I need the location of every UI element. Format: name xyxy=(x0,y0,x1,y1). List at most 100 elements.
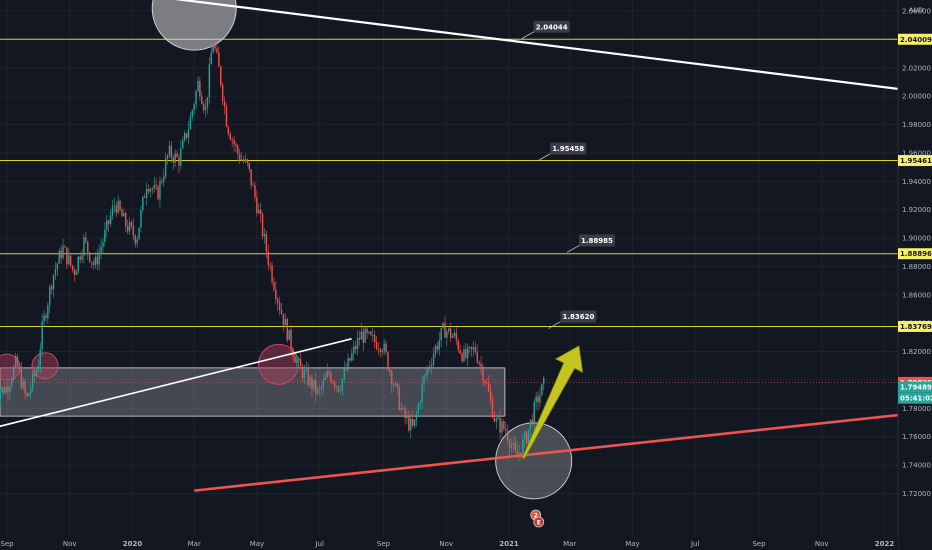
candlestick-series xyxy=(0,39,545,462)
candle-body xyxy=(187,129,190,138)
candle-body xyxy=(218,52,220,67)
candle-body xyxy=(501,421,503,433)
candle-body xyxy=(159,181,161,200)
annotation-label: 1.83620 xyxy=(562,313,594,321)
candle-body xyxy=(486,382,488,384)
candle-body xyxy=(41,321,43,350)
price-tick-label: 1.86000 xyxy=(902,291,931,299)
candle-body xyxy=(69,255,72,266)
candle-body xyxy=(478,362,480,364)
candle-body xyxy=(85,237,87,242)
candle-body xyxy=(267,251,269,265)
candle-body xyxy=(391,371,393,385)
candle-body xyxy=(484,381,486,383)
candle-body xyxy=(518,452,520,456)
candle-body xyxy=(140,209,142,228)
candle-body xyxy=(487,383,490,392)
candle-body xyxy=(539,395,541,403)
candle-body xyxy=(522,439,524,456)
candle-body xyxy=(126,226,129,232)
annotation-box xyxy=(578,234,615,247)
candle-body xyxy=(28,393,30,396)
candle-body xyxy=(429,366,431,368)
candle-body xyxy=(178,156,180,166)
candle-body xyxy=(229,133,231,140)
candle-body xyxy=(258,209,260,214)
price-axis-background[interactable] xyxy=(898,0,932,550)
price-tick-label: 1.90000 xyxy=(902,235,931,243)
price-tick-label: 1.78000 xyxy=(902,405,931,413)
projection-arrow xyxy=(521,345,584,459)
candle-body xyxy=(423,375,425,384)
trend-line-descending-resistance[interactable] xyxy=(0,0,917,93)
candle-body xyxy=(449,328,452,338)
candle-body xyxy=(455,332,458,341)
candle-body xyxy=(170,145,173,158)
price-tick-label: 1.94000 xyxy=(902,178,931,186)
candle-body xyxy=(62,246,64,258)
price-tick-label: 2.06000 xyxy=(902,8,931,16)
event-badge-icon[interactable] xyxy=(533,516,545,528)
price-tick-label: 2.02000 xyxy=(902,64,931,72)
highlight-circles xyxy=(0,0,573,500)
candle-body xyxy=(176,153,178,157)
candle-body xyxy=(503,421,505,429)
candle-body xyxy=(277,299,279,303)
candle-body xyxy=(87,241,89,253)
candle-body xyxy=(524,432,526,440)
candle-body xyxy=(465,349,467,359)
price-tick-label: 2.00000 xyxy=(902,93,931,101)
time-tick-label: Jul xyxy=(690,540,700,548)
candle-body xyxy=(516,450,518,456)
price-tick-label: 1.88000 xyxy=(902,263,931,271)
candle-body xyxy=(201,96,203,104)
candle-body xyxy=(377,349,380,350)
candle-body xyxy=(14,356,17,367)
time-axis-background[interactable] xyxy=(0,537,898,550)
candle-body xyxy=(372,334,374,336)
candle-body xyxy=(115,205,117,213)
candle-body xyxy=(305,369,307,370)
candle-body xyxy=(132,225,135,236)
annotation-label: 1.95458 xyxy=(552,145,584,153)
candle-body xyxy=(153,184,155,189)
candle-body xyxy=(208,64,211,98)
candle-body xyxy=(60,250,62,258)
candle-body xyxy=(193,104,195,111)
candle-body xyxy=(368,331,370,334)
time-tick-label: Mar xyxy=(563,540,576,548)
candle-body xyxy=(128,222,131,232)
candle-body xyxy=(366,328,368,334)
event-badges[interactable]: 2E xyxy=(530,509,545,528)
candle-body xyxy=(73,269,76,275)
candle-body xyxy=(430,364,433,367)
candle-body xyxy=(242,159,245,162)
chart-grid xyxy=(0,0,898,537)
candle-body xyxy=(436,346,439,350)
trend-line-ascending-support[interactable] xyxy=(194,411,917,492)
candle-body xyxy=(467,347,469,359)
candle-body xyxy=(161,181,163,183)
candle-body xyxy=(206,97,209,108)
candle-body xyxy=(318,388,321,390)
time-tick-label: 2021 xyxy=(499,540,519,548)
candle-body xyxy=(446,331,448,338)
candle-body xyxy=(461,353,463,362)
candle-body xyxy=(52,275,55,290)
price-tick-label: 1.92000 xyxy=(902,206,931,214)
annotation-pointer xyxy=(521,30,536,40)
price-level-box xyxy=(898,248,932,260)
candle-body xyxy=(221,84,224,102)
candle-body xyxy=(335,386,338,387)
candle-body xyxy=(311,377,313,390)
candle-body xyxy=(497,417,499,419)
candle-body xyxy=(37,365,40,371)
candle-body xyxy=(541,383,543,396)
trend-line-inner-trendline[interactable] xyxy=(0,338,352,433)
bid-price-label: 1.79489 xyxy=(900,384,932,392)
candle-body xyxy=(508,440,511,448)
price-tick-label: 1.82000 xyxy=(902,348,931,356)
candle-body xyxy=(491,399,494,418)
trend-lines[interactable] xyxy=(0,0,917,492)
